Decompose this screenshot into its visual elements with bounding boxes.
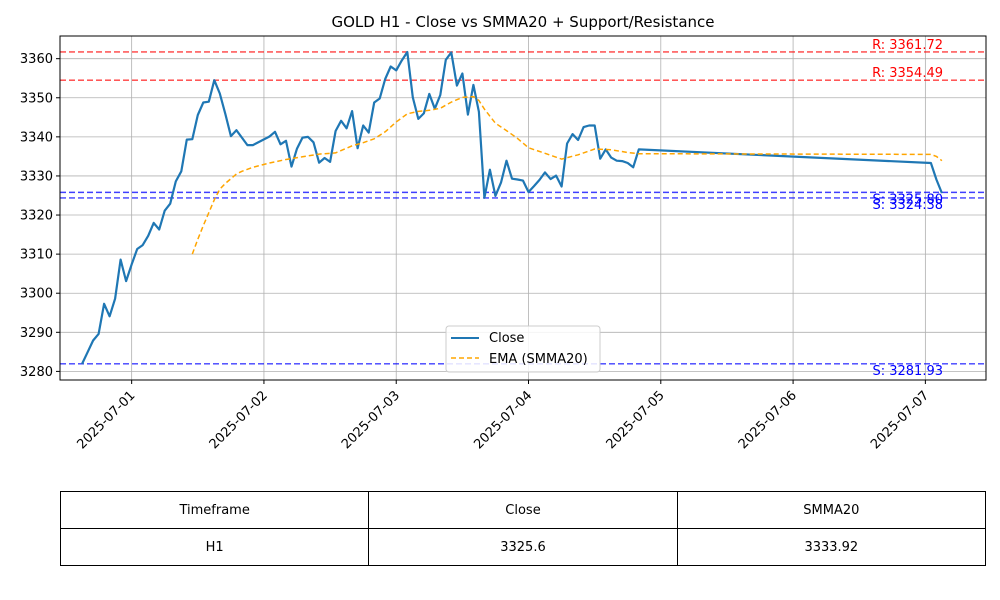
y-tick-label: 3360	[20, 52, 53, 67]
level-lines	[60, 51, 986, 365]
y-axis: 3280 3290 3300 3310 3320 3330 3340 3350 3360	[20, 52, 60, 380]
y-tick-label: 3330	[20, 169, 53, 184]
grid	[60, 36, 986, 380]
series-lines	[81, 50, 943, 365]
table-cell: 3333.92	[676, 528, 987, 566]
support-level-label: S: 3281.93	[872, 364, 943, 379]
support-level-label: S: 3324.38	[872, 198, 943, 213]
legend-label-close: Close	[489, 331, 524, 346]
chart: GOLD H1 - Close vs SMMA20 + Support/Resi…	[20, 13, 987, 452]
y-tick-label: 3320	[20, 209, 53, 224]
y-tick-label: 3340	[20, 130, 53, 145]
y-tick-label: 3300	[20, 287, 53, 302]
x-tick-label: 2025-07-05	[604, 388, 668, 452]
x-tick-label: 2025-07-07	[868, 388, 932, 452]
legend: Close EMA (SMMA20)	[445, 325, 601, 373]
table-header-row: Timeframe Close SMMA20	[59, 491, 987, 529]
smma20-line	[191, 95, 943, 255]
x-tick-label: 2025-07-03	[339, 388, 403, 452]
table-cell: H1	[59, 528, 370, 566]
table-header-cell: SMMA20	[676, 491, 987, 529]
level-labels: R: 3361.72 R: 3354.49 S: 3325.80S: 3324.38…	[872, 38, 943, 379]
close-price-line	[81, 50, 943, 365]
resistance-level-label: R: 3354.49	[872, 66, 943, 81]
chart-title: GOLD H1 - Close vs SMMA20 + Support/Resi…	[331, 13, 714, 31]
table-cell: 3325.6	[368, 528, 678, 566]
y-tick-label: 3350	[20, 91, 53, 106]
support-level-label: S: 3325.80	[872, 192, 943, 207]
legend-label-smma: EMA (SMMA20)	[489, 352, 588, 367]
x-axis: 2025-07-01 2025-07-02 2025-07-03 2025-07-04…	[74, 380, 932, 452]
table-row: H1 3325.6 3333.92	[59, 528, 987, 566]
x-tick-label: 2025-07-04	[471, 388, 535, 452]
legend-box	[445, 325, 601, 373]
y-tick-label: 3290	[20, 326, 53, 341]
y-tick-label: 3280	[20, 365, 53, 380]
table-header-cell: Close	[368, 491, 678, 529]
summary-table: Timeframe Close SMMA20 H1 3325.6 3333.92	[59, 491, 987, 566]
plot-frame	[59, 35, 987, 381]
y-tick-label: 3310	[20, 248, 53, 263]
x-tick-label: 2025-07-01	[74, 388, 138, 452]
resistance-level-label: R: 3361.72	[872, 38, 943, 53]
x-tick-label: 2025-07-06	[736, 388, 800, 452]
x-tick-label: 2025-07-02	[207, 388, 271, 452]
table-header-cell: Timeframe	[59, 491, 370, 529]
